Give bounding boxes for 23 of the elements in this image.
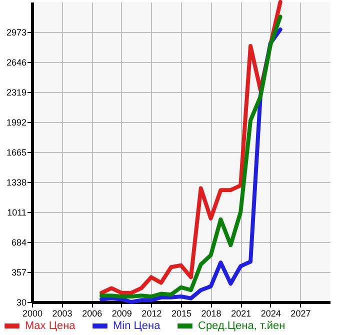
y-tick-label: 2319 [6, 88, 26, 98]
y-tick-label: 1011 [7, 208, 26, 218]
x-tick-label: 2012 [142, 308, 162, 318]
legend-label: Min Цена [113, 320, 162, 332]
y-tick-label: 357 [11, 268, 26, 278]
x-tick-label: 2009 [112, 308, 132, 318]
y-tick-label: 1665 [6, 148, 26, 158]
legend-label: Сред.Цена, т.йен [198, 320, 286, 332]
x-tick-label: 2021 [231, 308, 252, 318]
y-tick-label: 2973 [6, 28, 26, 38]
x-tick-label: 2018 [201, 308, 222, 318]
x-tick-label: 2024 [260, 308, 281, 318]
y-tick-label: 1992 [6, 118, 26, 128]
legend-label: Max Цена [25, 320, 76, 332]
y-tick-label: 2646 [6, 58, 26, 68]
x-tick-label: 2027 [290, 308, 311, 318]
x-tick-label: 2006 [82, 308, 102, 318]
x-tick-label: 2000 [22, 308, 43, 318]
y-tick-label: 684 [11, 238, 26, 248]
x-tick-label: 2003 [52, 308, 72, 318]
y-tick-label: 1338 [6, 178, 26, 188]
x-tick-label: 2015 [171, 308, 192, 318]
y-tick-label: 30 [16, 298, 26, 308]
